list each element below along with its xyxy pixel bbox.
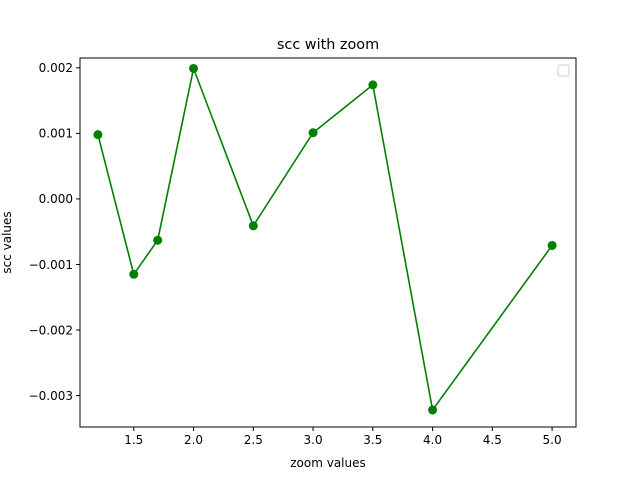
y-axis-ticks: 0.002 0.001 0.000 −0.001 −0.002 −0.003 (29, 61, 80, 403)
x-axis-label: zoom values (290, 456, 366, 470)
x-tick-label: 5.0 (543, 433, 562, 447)
series-layer (93, 63, 557, 415)
data-point (428, 405, 438, 415)
data-point (189, 63, 199, 73)
y-tick-label: 0.001 (39, 127, 73, 141)
y-tick-label: 0.002 (39, 61, 73, 75)
x-tick-label: 1.5 (124, 433, 143, 447)
y-tick-label: −0.002 (29, 323, 73, 337)
data-point (93, 130, 103, 140)
data-point (248, 221, 258, 231)
data-point (153, 235, 163, 245)
data-point (129, 269, 139, 279)
legend-box (557, 64, 570, 77)
y-tick-label: −0.003 (29, 389, 73, 403)
x-tick-label: 2.5 (244, 433, 263, 447)
x-tick-label: 3.5 (363, 433, 382, 447)
x-axis-ticks: 1.5 2.0 2.5 3.0 3.5 4.0 4.5 5.0 (124, 427, 562, 447)
x-tick-label: 4.5 (483, 433, 502, 447)
data-point (547, 240, 557, 250)
legend-frame (557, 64, 570, 77)
y-tick-label: 0.000 (39, 192, 73, 206)
data-point (308, 128, 318, 138)
x-tick-label: 4.0 (423, 433, 442, 447)
x-tick-label: 3.0 (304, 433, 323, 447)
data-point (368, 80, 378, 90)
y-tick-label: −0.001 (29, 258, 73, 272)
y-axis-label: scc values (0, 211, 14, 273)
x-tick-label: 2.0 (184, 433, 203, 447)
chart-title: scc with zoom (277, 37, 379, 53)
plot-area-frame (79, 57, 577, 428)
